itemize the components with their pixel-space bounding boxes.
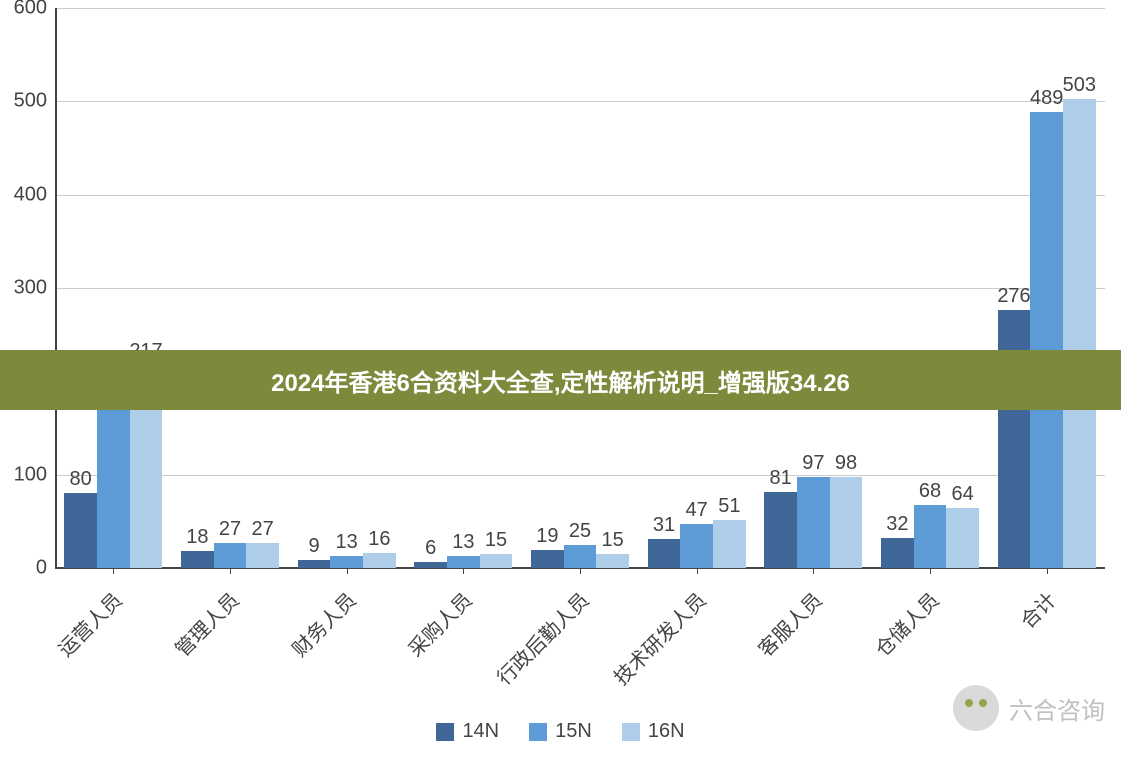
bar [648,539,681,568]
bar [764,492,797,568]
grid-line [55,101,1105,102]
bar [97,382,130,568]
bar-value-label: 31 [653,514,675,537]
x-tick [697,568,698,574]
y-axis [55,8,57,568]
bar [414,562,447,568]
chart-plot-area: 8019921718272791316613151925153147518197… [55,8,1105,568]
legend-item: 15N [529,720,592,743]
bar [64,493,97,568]
bar [531,550,564,568]
grid-line [55,288,1105,289]
bar-value-label: 47 [686,499,708,522]
legend-label: 16N [648,720,685,743]
legend-label: 15N [555,720,592,743]
bar-value-label: 68 [919,480,941,503]
x-tick-label: 客服人员 [751,585,828,662]
legend-label: 14N [462,720,499,743]
y-tick-label: 400 [5,183,47,206]
overlay-text: 2024年香港6合资料大全查,定性解析说明_增强版34.26 [271,363,850,398]
x-tick [580,568,581,574]
y-tick-label: 300 [5,277,47,300]
bar [881,538,914,568]
x-tick-label: 管理人员 [167,585,244,662]
bar-value-label: 15 [485,529,507,552]
bar-value-label: 19 [536,525,558,548]
bar-value-label: 64 [952,483,974,506]
bar [181,551,214,568]
bar-value-label: 98 [835,452,857,475]
grid-line [55,475,1105,476]
bar-value-label: 27 [219,518,241,541]
x-tick [1047,568,1048,574]
bar-value-label: 6 [425,537,436,560]
bar [447,556,480,568]
legend-swatch [529,723,547,741]
bar [1063,99,1096,568]
x-tick-label: 仓储人员 [867,585,944,662]
x-tick [930,568,931,574]
watermark: 六合咨询 [953,685,1105,731]
x-tick-label: 合计 [1012,585,1061,634]
bar-value-label: 503 [1063,74,1096,97]
bar [480,554,513,568]
bar [1030,112,1063,568]
bar [363,553,396,568]
bar [330,556,363,568]
bar-value-label: 9 [308,535,319,558]
grid-line [55,195,1105,196]
bar [946,508,979,568]
x-tick [347,568,348,574]
x-tick-label: 采购人员 [401,585,478,662]
watermark-text: 六合咨询 [1009,691,1105,726]
x-tick-label: 行政后勤人员 [489,585,594,690]
bar-value-label: 32 [886,513,908,536]
bar-value-label: 51 [718,495,740,518]
grid-line [55,8,1105,9]
bar [830,477,863,568]
legend-item: 16N [622,720,685,743]
bar-value-label: 16 [368,528,390,551]
overlay-banner: 2024年香港6合资料大全查,定性解析说明_增强版34.26 [0,350,1121,410]
x-tick-label: 技术研发人员 [606,585,711,690]
y-tick-label: 500 [5,90,47,113]
legend-swatch [622,723,640,741]
x-tick [113,568,114,574]
bar-value-label: 80 [70,468,92,491]
bar [596,554,629,568]
x-tick-label: 运营人员 [51,585,128,662]
bar-value-label: 13 [336,531,358,554]
x-tick-label: 财务人员 [284,585,361,662]
y-tick-label: 0 [5,557,47,580]
bar [713,520,746,568]
bar-value-label: 97 [802,452,824,475]
bar [914,505,947,568]
legend-swatch [436,723,454,741]
bar-value-label: 13 [452,531,474,554]
bar-value-label: 18 [186,526,208,549]
y-tick-label: 600 [5,0,47,20]
bar-value-label: 276 [997,285,1030,308]
y-tick-label: 100 [5,463,47,486]
bar [214,543,247,568]
x-tick [813,568,814,574]
bar-value-label: 81 [770,467,792,490]
x-tick [230,568,231,574]
wechat-icon [953,685,999,731]
legend-item: 14N [436,720,499,743]
bar-value-label: 25 [569,520,591,543]
bar-value-label: 27 [252,518,274,541]
bar-value-label: 489 [1030,87,1063,110]
bar [680,524,713,568]
bar [564,545,597,568]
x-tick [463,568,464,574]
bar-value-label: 15 [602,529,624,552]
bar [246,543,279,568]
bar [797,477,830,568]
bar [298,560,331,568]
